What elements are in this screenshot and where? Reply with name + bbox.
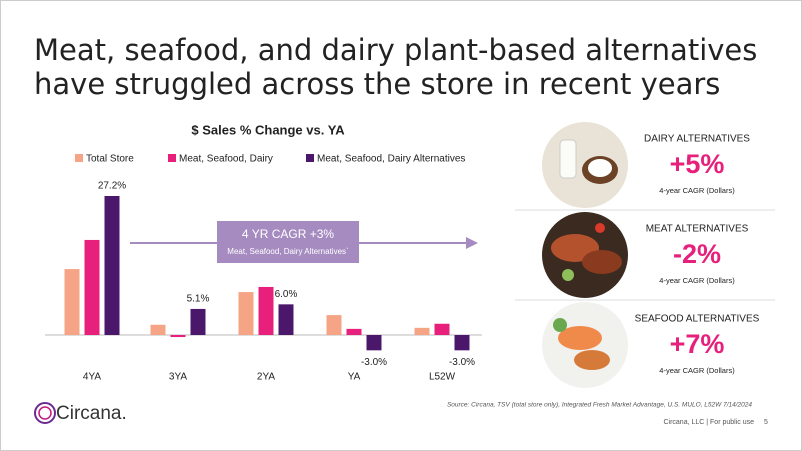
bar — [238, 292, 254, 335]
source: Source: Circana, TSV (total store only),… — [447, 402, 752, 409]
photo-detail — [562, 269, 574, 281]
bar — [366, 335, 382, 351]
legend-label: Meat, Seafood, Dairy — [179, 154, 273, 165]
legend-swatch — [306, 154, 314, 162]
logo: Circana. — [34, 402, 127, 424]
slide-title: Meat, seafood, and dairy plant-based alt… — [34, 33, 757, 67]
bar — [326, 315, 342, 335]
bar — [258, 286, 274, 335]
logo-text: Circana. — [56, 403, 127, 424]
x-tick-label: 4YA — [83, 372, 101, 383]
seafood-image — [542, 302, 628, 388]
bar — [346, 328, 362, 335]
data-label: 6.0% — [275, 289, 298, 300]
logo-mark — [38, 406, 52, 420]
panel-caption: 4-year CAGR (Dollars) — [659, 366, 735, 375]
meat-image — [542, 212, 628, 298]
bar — [454, 335, 470, 351]
logo-mark — [34, 402, 56, 424]
photo-detail — [582, 250, 622, 274]
legend-swatch — [168, 154, 176, 162]
panel-value: +5% — [670, 149, 725, 179]
bar — [434, 323, 450, 335]
photo-detail — [574, 350, 610, 370]
x-tick-label: 2YA — [257, 372, 275, 383]
photo-detail — [553, 318, 567, 332]
panel-caption: 4-year CAGR (Dollars) — [659, 186, 735, 195]
footer: Circana, LLC | For public use — [663, 419, 754, 426]
legend-label: Meat, Seafood, Dairy Alternatives — [317, 154, 465, 165]
legend-label: Total Store — [86, 154, 134, 165]
data-label: 27.2% — [98, 181, 126, 192]
bar — [104, 196, 120, 335]
data-label: -3.0% — [449, 357, 475, 368]
callout-subtitle: Meat, Seafood, Dairy Alternatives` — [227, 247, 349, 256]
arrow-head — [466, 237, 478, 249]
chart-title: $ Sales % Change vs. YA — [191, 122, 345, 137]
slide-title: have struggled across the store in recen… — [34, 67, 720, 101]
bar — [64, 269, 80, 335]
panel-label: MEAT ALTERNATIVES — [646, 224, 749, 235]
legend-swatch — [75, 154, 83, 162]
data-label: -3.0% — [361, 357, 387, 368]
photo-detail — [559, 139, 577, 179]
callout-title: 4 YR CAGR +3% — [242, 227, 334, 241]
panel-label: SEAFOOD ALTERNATIVES — [635, 314, 760, 325]
x-tick-label: YA — [348, 372, 361, 383]
bar — [190, 308, 206, 335]
bar — [84, 239, 100, 335]
dairy-image — [542, 122, 628, 208]
bar — [414, 327, 430, 335]
callout-box — [217, 221, 359, 263]
photo-detail — [595, 223, 605, 233]
panel-label: DAIRY ALTERNATIVES — [644, 134, 750, 145]
page-number: 5 — [764, 419, 768, 426]
bar — [150, 324, 166, 335]
bar — [278, 304, 294, 335]
x-tick-label: 3YA — [169, 372, 187, 383]
panel-value: -2% — [673, 239, 721, 269]
bar — [170, 335, 186, 338]
photo-detail — [588, 159, 612, 177]
x-tick-label: L52W — [429, 372, 456, 383]
data-label: 5.1% — [187, 294, 210, 305]
panel-value: +7% — [670, 329, 725, 359]
panel-caption: 4-year CAGR (Dollars) — [659, 276, 735, 285]
photo-detail — [558, 326, 602, 350]
